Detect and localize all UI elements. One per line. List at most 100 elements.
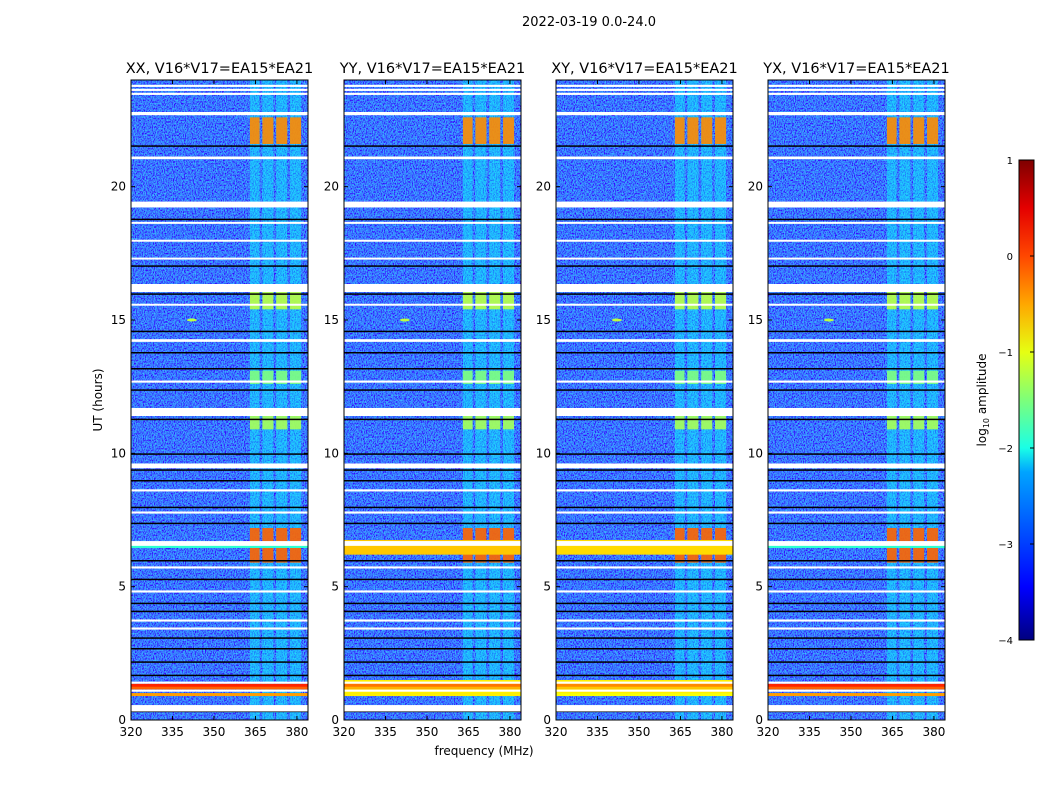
gap-row	[556, 265, 733, 267]
gap-row	[344, 265, 521, 267]
y-tick-label: 5	[118, 580, 126, 594]
y-tick-label: 20	[111, 180, 126, 194]
rfi-block	[262, 117, 274, 144]
gap-row	[131, 578, 308, 581]
rfi-block	[276, 290, 288, 310]
gap-row	[768, 368, 945, 370]
colorbar-label: log10 amplitude	[975, 354, 991, 447]
panel-title: YY, V16*V17=EA15*EA21	[339, 61, 525, 77]
flagged-row	[768, 303, 945, 306]
x-tick-label: 365	[881, 725, 904, 739]
flagged-row	[344, 627, 521, 630]
flagged-row	[131, 681, 308, 684]
flagged-row	[556, 566, 733, 569]
y-tick-label: 10	[324, 446, 339, 460]
gap-row	[344, 218, 521, 221]
rfi-block	[262, 370, 274, 384]
rfi-block	[262, 416, 274, 430]
flagged-row	[768, 239, 945, 242]
flagged-row	[131, 705, 308, 712]
rfi-block	[290, 290, 302, 310]
flagged-row	[131, 627, 308, 630]
x-tick-label: 380	[710, 725, 733, 739]
gap-row	[131, 602, 308, 605]
y-tick-label: 0	[543, 713, 551, 727]
gap-row	[556, 602, 733, 605]
flagged-row	[768, 619, 945, 622]
rfi-block	[715, 117, 727, 144]
gap-row	[131, 469, 308, 471]
x-tick-label: 350	[203, 725, 226, 739]
rfi-block	[674, 370, 685, 384]
rfi-block	[715, 370, 727, 384]
narrow-rfi-spot	[186, 318, 197, 322]
rfi-block	[290, 416, 302, 430]
flagged-row	[556, 511, 733, 514]
low-band-rfi	[344, 693, 521, 697]
rfi-channel-column	[913, 80, 925, 720]
rfi-channel-column	[701, 80, 713, 720]
flagged-row	[556, 303, 733, 306]
rfi-block	[290, 117, 302, 144]
y-tick-label: 5	[331, 580, 339, 594]
flagged-row	[131, 463, 308, 469]
flagged-row	[344, 88, 521, 91]
rfi-block	[249, 370, 260, 384]
y-tick-label: 5	[543, 580, 551, 594]
gap-row	[344, 418, 521, 421]
gap-row	[131, 648, 308, 650]
colorbar-tick-label: −3	[998, 540, 1013, 551]
flagged-row	[768, 221, 945, 224]
rfi-block	[503, 370, 515, 384]
flagged-row	[344, 239, 521, 242]
rfi-block	[475, 370, 487, 384]
flagged-row	[344, 303, 521, 306]
gap-row	[131, 610, 308, 613]
rfi-block	[927, 370, 939, 384]
narrow-rfi-spot	[399, 318, 410, 322]
gap-row	[768, 506, 945, 509]
flagged-row	[768, 566, 945, 569]
gap-row	[768, 560, 945, 562]
flagged-row	[556, 681, 733, 684]
y-tick-label: 20	[536, 180, 551, 194]
flagged-row	[556, 112, 733, 116]
rfi-block	[674, 117, 685, 144]
colorbar: log10 amplitude −4 −3 −2 −1 0 1	[975, 156, 1035, 647]
gap-row	[556, 648, 733, 650]
rfi-block	[249, 117, 260, 144]
x-tick-label: 320	[757, 725, 780, 739]
flagged-row	[344, 463, 521, 469]
rfi-block	[462, 117, 473, 144]
rfi-block	[674, 416, 685, 430]
rfi-channel-column	[489, 80, 501, 720]
panel-title: YX, V16*V17=EA15*EA21	[762, 61, 949, 77]
y-tick-label: 15	[111, 313, 126, 327]
flagged-row	[131, 619, 308, 622]
flagged-row	[344, 541, 521, 546]
gap-row	[344, 560, 521, 562]
y-tick-label: 15	[536, 313, 551, 327]
rfi-channel-column	[886, 80, 897, 720]
flagged-row	[556, 619, 733, 622]
flagged-row	[131, 303, 308, 306]
flagged-row	[768, 88, 945, 91]
rfi-block	[276, 416, 288, 430]
gap-row	[344, 674, 521, 677]
flagged-row	[131, 112, 308, 116]
rfi-block	[886, 416, 897, 430]
gap-row	[344, 578, 521, 581]
gap-row	[768, 418, 945, 421]
rfi-block	[913, 416, 925, 430]
gap-row	[556, 330, 733, 333]
rfi-block	[687, 416, 699, 430]
y-tick-label: 5	[755, 580, 763, 594]
heatmap-noise	[131, 80, 308, 720]
rfi-block	[927, 117, 939, 144]
gap-row	[556, 522, 733, 525]
y-tick-label: 20	[748, 180, 763, 194]
flagged-row	[556, 284, 733, 292]
gap-row	[344, 610, 521, 613]
flagged-row	[131, 689, 308, 692]
x-tick-label: 365	[457, 725, 480, 739]
